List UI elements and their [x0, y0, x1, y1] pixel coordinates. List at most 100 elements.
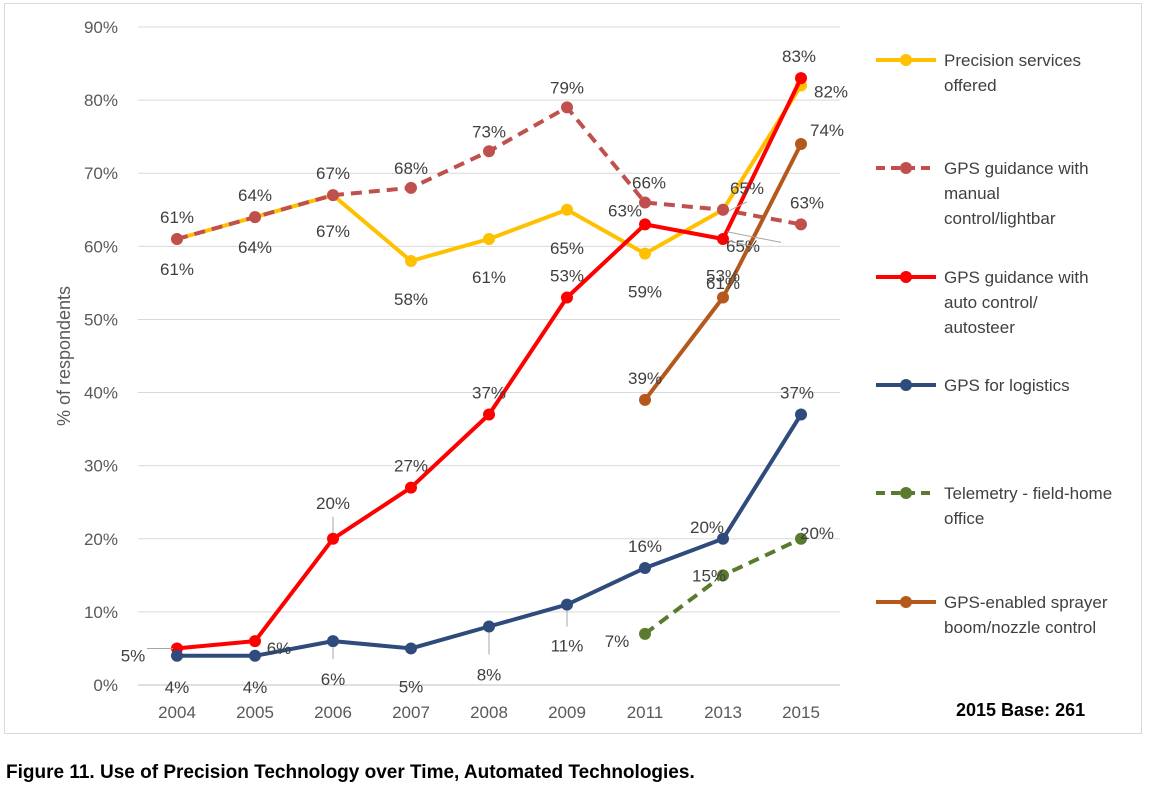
legend-swatch-marker	[900, 54, 912, 66]
data-point	[639, 393, 651, 406]
data-label: 5%	[121, 646, 146, 665]
data-label: 37%	[472, 383, 506, 402]
data-point	[483, 408, 495, 421]
data-label: 27%	[394, 457, 428, 476]
legend-entry: GPS guidance with	[944, 268, 1089, 287]
data-point	[483, 145, 495, 158]
data-point	[717, 532, 729, 545]
data-label: 64%	[238, 238, 272, 257]
y-tick-label: 80%	[84, 91, 118, 110]
label-leader-line	[728, 240, 756, 248]
data-point	[795, 408, 807, 421]
legend-entry: GPS guidance with	[944, 159, 1089, 178]
legend-entry: Precision services	[944, 51, 1081, 70]
data-point	[327, 635, 339, 648]
x-tick-label: 2007	[392, 703, 430, 722]
data-label: 73%	[472, 122, 506, 141]
data-label: 53%	[550, 267, 584, 286]
data-label: 59%	[628, 283, 662, 302]
data-label: 61%	[472, 268, 506, 287]
data-point	[795, 532, 807, 545]
chart-frame	[4, 3, 1142, 734]
data-label: 5%	[399, 677, 424, 696]
data-point	[717, 569, 729, 582]
figure-caption: Figure 11. Use of Precision Technology o…	[6, 762, 695, 783]
data-label: 15%	[692, 566, 726, 585]
data-label: 67%	[316, 222, 350, 241]
legend-swatch-marker	[900, 271, 912, 283]
legend-swatch-marker	[900, 379, 912, 391]
data-label: 20%	[316, 494, 350, 513]
data-label: 7%	[605, 632, 630, 651]
x-tick-label: 2006	[314, 703, 352, 722]
legend-entry: autosteer	[944, 318, 1015, 337]
data-point	[561, 203, 573, 216]
data-point	[639, 218, 651, 231]
legend-entry: GPS for logistics	[944, 376, 1070, 395]
data-point	[717, 291, 729, 304]
data-label: 11%	[551, 637, 584, 656]
data-label: 53%	[706, 267, 740, 286]
label-leader-line	[726, 231, 782, 243]
x-tick-label: 2009	[548, 703, 586, 722]
legend-entry: office	[944, 509, 984, 528]
legend-entry: boom/nozzle control	[944, 618, 1096, 637]
data-point	[717, 233, 729, 246]
legend-entry: offered	[944, 76, 997, 95]
data-label: 20%	[800, 524, 834, 543]
data-point	[405, 254, 417, 267]
data-point	[249, 649, 261, 662]
data-label: 6%	[267, 639, 292, 658]
legend-entry: Telemetry - field-home	[944, 484, 1112, 503]
data-label: 83%	[782, 47, 816, 66]
x-tick-label: 2004	[158, 703, 196, 722]
y-tick-label: 70%	[84, 164, 118, 183]
data-point	[405, 642, 417, 655]
data-label: 65%	[726, 237, 760, 256]
label-leader-line	[728, 201, 748, 212]
y-tick-label: 40%	[84, 384, 118, 403]
data-point	[795, 137, 807, 150]
data-point	[795, 218, 807, 231]
data-point	[171, 233, 183, 246]
data-point	[405, 181, 417, 194]
data-point	[561, 598, 573, 611]
legend-swatch-marker	[900, 596, 912, 608]
data-label: 58%	[394, 290, 428, 309]
data-label: 63%	[608, 201, 642, 220]
y-tick-label: 20%	[84, 530, 118, 549]
y-tick-label: 0%	[93, 676, 118, 695]
y-tick-label: 10%	[84, 603, 118, 622]
data-label: 65%	[730, 179, 764, 198]
data-point	[639, 196, 651, 209]
data-label: 16%	[628, 537, 662, 556]
data-label: 4%	[243, 678, 268, 697]
data-point	[639, 627, 651, 640]
data-label: 66%	[632, 173, 666, 192]
data-label: 61%	[706, 274, 740, 293]
series-line-5	[643, 536, 802, 636]
data-label: 6%	[321, 670, 346, 689]
legend-swatch-marker	[900, 162, 912, 174]
data-label: 61%	[160, 208, 194, 227]
data-label: 79%	[550, 78, 584, 97]
x-tick-label: 2011	[627, 703, 664, 722]
data-label: 8%	[477, 666, 502, 685]
data-label: 68%	[394, 159, 428, 178]
data-label: 65%	[550, 239, 584, 258]
y-tick-label: 50%	[84, 310, 118, 329]
data-label: 39%	[628, 369, 662, 388]
legend-swatch-marker	[900, 487, 912, 499]
data-label: 82%	[814, 82, 848, 101]
data-point	[171, 649, 183, 662]
data-point	[561, 291, 573, 304]
data-label: 64%	[238, 186, 272, 205]
data-point	[561, 101, 573, 114]
x-tick-label: 2015	[782, 703, 820, 722]
data-point	[249, 211, 261, 224]
data-point	[327, 532, 339, 545]
x-tick-label: 2013	[704, 703, 742, 722]
legend-entry: auto control/	[944, 293, 1038, 312]
data-point	[717, 203, 729, 216]
data-point	[327, 189, 339, 202]
